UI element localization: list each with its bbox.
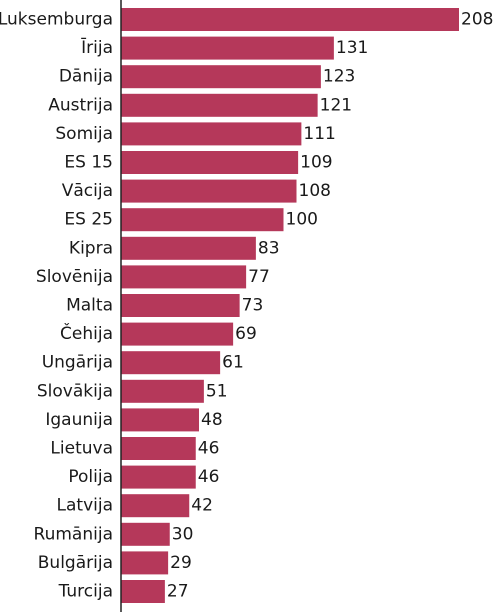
value-label: 27: [167, 582, 189, 602]
value-label: 208: [461, 10, 493, 30]
value-label: 30: [172, 524, 194, 544]
category-label: ES 25: [64, 210, 113, 230]
value-label: 29: [170, 553, 192, 573]
category-label: Luksemburga: [0, 10, 113, 30]
bar: [121, 408, 199, 432]
value-label: 61: [222, 353, 244, 373]
bar: [121, 580, 165, 603]
value-label: 48: [201, 410, 223, 430]
category-label: Slovēnija: [36, 267, 113, 287]
category-label: Lietuva: [50, 439, 113, 459]
category-label: Turcija: [58, 582, 113, 602]
bar: [121, 522, 170, 546]
category-label: Dānija: [59, 67, 113, 87]
value-label: 108: [299, 181, 331, 201]
bar: [121, 8, 459, 31]
value-label: 69: [235, 324, 257, 344]
bar: [121, 494, 190, 518]
category-label: Vācija: [62, 181, 113, 201]
value-label: 46: [198, 439, 220, 459]
category-label: Bulgārija: [38, 553, 113, 573]
category-label: Kipra: [69, 238, 113, 258]
bar: [121, 208, 284, 232]
category-label: Somija: [55, 124, 113, 144]
bar: [121, 322, 234, 346]
category-label: Malta: [66, 296, 113, 316]
value-label: 46: [198, 467, 220, 487]
category-label: Čehija: [60, 322, 113, 344]
bar: [121, 379, 204, 403]
category-labels-group: Luksemburga Īrija Dānija Austrija Somija ES 1…: [0, 10, 113, 602]
bar: [121, 65, 321, 89]
bar: [121, 351, 221, 375]
value-label: 123: [323, 67, 355, 87]
bar: [121, 551, 169, 575]
value-label: 111: [303, 124, 335, 144]
category-label: Austrija: [48, 95, 113, 115]
bar: [121, 437, 196, 460]
value-label: 51: [206, 381, 228, 401]
bar: [121, 294, 240, 317]
category-label: Rumānija: [34, 524, 113, 544]
value-labels-group: 208 131 123 121 111 109 108 100 83 77 73 69 61 51 48 46…: [167, 10, 494, 602]
category-label: Īrija: [81, 36, 113, 58]
value-label: 77: [248, 267, 270, 287]
bar: [121, 179, 297, 203]
category-label: ES 15: [64, 153, 113, 173]
category-label: Slovākija: [37, 381, 113, 401]
category-label: Polija: [68, 467, 113, 487]
category-label: Latvija: [57, 496, 113, 516]
value-label: 109: [300, 153, 332, 173]
value-label: 73: [242, 296, 264, 316]
category-label: Ungārija: [42, 353, 113, 373]
bar: [121, 36, 334, 60]
bar: [121, 122, 302, 146]
value-label: 131: [336, 38, 368, 58]
value-label: 121: [320, 95, 352, 115]
bar: [121, 465, 196, 489]
value-label: 100: [286, 210, 318, 230]
value-label: 83: [258, 238, 280, 258]
bar: [121, 265, 247, 289]
bar: [121, 93, 318, 117]
bar: [121, 236, 256, 260]
bar: [121, 151, 299, 174]
value-label: 42: [191, 496, 213, 516]
category-label: Igaunija: [45, 410, 113, 430]
bars-group: [121, 8, 459, 603]
